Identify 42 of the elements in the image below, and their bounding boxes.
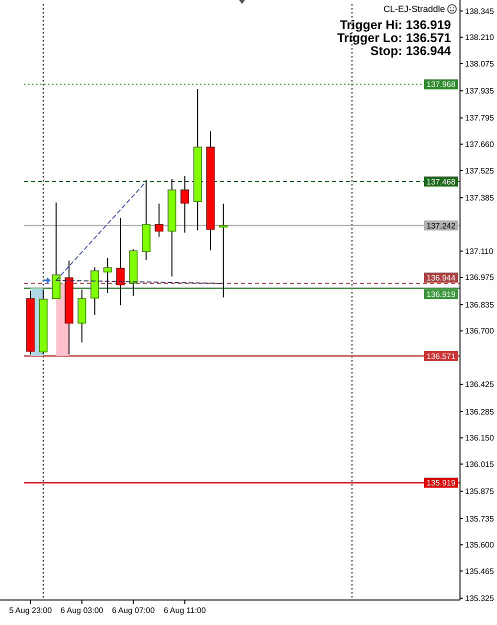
y-tick-label: 135.465: [465, 566, 494, 576]
y-tick-label: 135.875: [465, 487, 494, 496]
candlestick: [219, 203, 228, 298]
y-tick-label: 136.285: [465, 407, 494, 416]
annotation: Trigger Hi: 136.919: [340, 18, 452, 32]
ref-line-label: 135.919: [426, 478, 456, 488]
y-tick-label: 137.660: [465, 140, 494, 149]
x-tick-label: 6 Aug 07:00: [112, 606, 156, 615]
chart-title: CL-EJ-Straddle: [383, 4, 445, 14]
x-tick-label: 6 Aug 11:00: [164, 606, 206, 615]
ref-line-label: 137.468: [426, 177, 456, 186]
candlestick: [52, 202, 60, 300]
candlestick: [180, 176, 190, 234]
y-tick-label: 135.600: [465, 540, 494, 550]
y-tick-label: 136.835: [465, 300, 494, 310]
y-tick-label: 136.975: [465, 273, 494, 282]
ref-line-label: 137.968: [426, 80, 456, 90]
ref-line-label: 137.242: [426, 221, 456, 230]
y-tick-label: 136.700: [465, 326, 494, 336]
ref-line-label: 136.919: [426, 290, 456, 299]
y-tick-label: 135.735: [465, 514, 494, 524]
y-tick-label: 138.210: [465, 33, 494, 42]
annotation: Trigger Lo: 136.571: [337, 31, 452, 45]
y-tick-label: 135.325: [465, 594, 494, 604]
y-tick-label: 137.110: [465, 246, 494, 256]
y-tick-label: 136.425: [465, 380, 494, 390]
candlestick: [103, 257, 112, 294]
y-tick-label: 136.150: [465, 434, 494, 443]
y-tick-label: 137.385: [465, 193, 494, 202]
y-tick-label: 137.525: [465, 166, 494, 176]
ref-line-label: 136.571: [426, 352, 456, 361]
y-tick-label: 138.075: [465, 59, 494, 68]
x-tick-label: 5 Aug 23:00: [9, 606, 52, 615]
y-tick-label: 138.345: [465, 6, 494, 16]
annotation: Stop: 136.944: [370, 44, 452, 58]
x-tick-label: 6 Aug 03:00: [60, 606, 104, 615]
ref-line-label: 136.944: [426, 273, 456, 282]
y-tick-label: 137.935: [465, 86, 494, 96]
y-tick-label: 137.795: [465, 114, 494, 123]
candlestick: [116, 217, 125, 306]
y-tick-label: 136.015: [465, 460, 494, 469]
candlestick: [154, 203, 164, 238]
